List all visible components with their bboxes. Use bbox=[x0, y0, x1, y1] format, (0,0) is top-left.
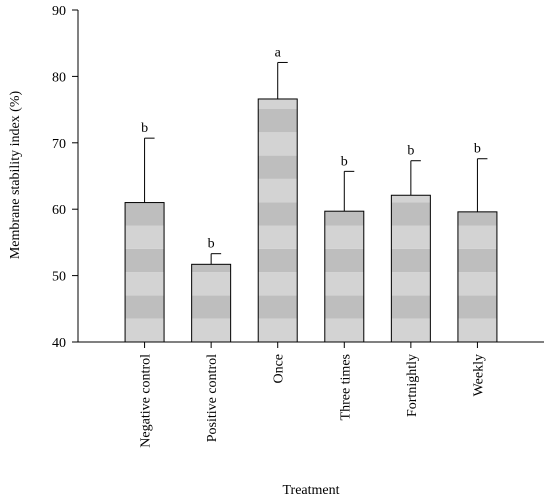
x-axis-title: Treatment bbox=[282, 483, 339, 498]
bar-stripe bbox=[457, 248, 497, 273]
bar-stripe bbox=[125, 318, 165, 342]
y-tick-label: 60 bbox=[52, 203, 66, 218]
bar-stripe bbox=[391, 272, 431, 296]
bar-stripe bbox=[191, 295, 231, 319]
bar-stripe bbox=[324, 295, 364, 319]
bar-stripe bbox=[258, 202, 298, 226]
bar-stripe bbox=[191, 264, 231, 273]
bar: b bbox=[124, 121, 165, 343]
bar-stripe bbox=[324, 272, 364, 296]
y-tick-label: 70 bbox=[52, 137, 66, 152]
bar-stripe bbox=[391, 202, 431, 226]
bar: b bbox=[191, 237, 232, 343]
bar-stripe bbox=[457, 225, 497, 249]
bar-stripe bbox=[258, 155, 298, 179]
bar-stripe bbox=[457, 211, 497, 226]
y-axis-ticks: 40 50 60 70 80 90 bbox=[52, 4, 78, 351]
significance-label: b bbox=[474, 142, 481, 157]
bar-stripe bbox=[258, 272, 298, 296]
x-tick-label: Three times bbox=[338, 354, 353, 420]
y-tick-label: 80 bbox=[52, 70, 66, 85]
bar-stripe bbox=[391, 248, 431, 273]
bar-stripe bbox=[258, 98, 298, 109]
y-axis-title: Membrane stability index (%) bbox=[8, 90, 23, 259]
bar-stripe bbox=[191, 318, 231, 342]
bar-stripe bbox=[391, 225, 431, 249]
bar-stripe bbox=[391, 295, 431, 319]
bar-stripe bbox=[125, 225, 165, 249]
bar-stripe bbox=[125, 202, 165, 226]
x-tick-label: Fortnightly bbox=[405, 354, 420, 417]
x-tick-label: Positive control bbox=[205, 354, 220, 442]
bar-stripe bbox=[125, 295, 165, 319]
bar-stripe bbox=[324, 225, 364, 249]
bar-stripe bbox=[324, 318, 364, 342]
bar-stripe bbox=[457, 318, 497, 342]
bars: b b a b b b bbox=[124, 45, 498, 343]
bar-stripe bbox=[391, 318, 431, 342]
bar-stripe bbox=[191, 272, 231, 296]
significance-label: b bbox=[407, 144, 414, 159]
bar-stripe bbox=[457, 295, 497, 319]
y-tick-label: 90 bbox=[52, 4, 66, 19]
x-tick-label: Once bbox=[272, 354, 287, 384]
bar-stripe bbox=[324, 211, 364, 226]
significance-label: b bbox=[141, 121, 148, 136]
y-tick-label: 50 bbox=[52, 270, 66, 285]
bar-stripe bbox=[125, 272, 165, 296]
significance-label: a bbox=[275, 45, 282, 60]
bar: a bbox=[257, 45, 298, 343]
bar-stripe bbox=[125, 248, 165, 273]
bar-stripe bbox=[457, 272, 497, 296]
bar-stripe bbox=[258, 318, 298, 342]
x-tick-label: Negative control bbox=[139, 354, 154, 448]
y-tick-label: 40 bbox=[52, 336, 66, 351]
x-tick-label: Weekly bbox=[471, 354, 486, 396]
x-axis-ticks: Negative control Positive control Once Thre… bbox=[139, 342, 486, 448]
bar-stripe bbox=[324, 248, 364, 273]
significance-label: b bbox=[341, 154, 348, 169]
bar-stripe bbox=[258, 178, 298, 203]
bar-stripe bbox=[258, 132, 298, 156]
significance-label: b bbox=[208, 237, 215, 252]
bar: b bbox=[457, 142, 498, 343]
bar-stripe bbox=[391, 195, 431, 203]
bar-stripe bbox=[258, 248, 298, 273]
bar: b bbox=[324, 154, 365, 343]
bar-stripe bbox=[258, 295, 298, 319]
bar-stripe bbox=[258, 225, 298, 249]
bar-stripe bbox=[258, 109, 298, 133]
bar: b bbox=[390, 144, 431, 343]
